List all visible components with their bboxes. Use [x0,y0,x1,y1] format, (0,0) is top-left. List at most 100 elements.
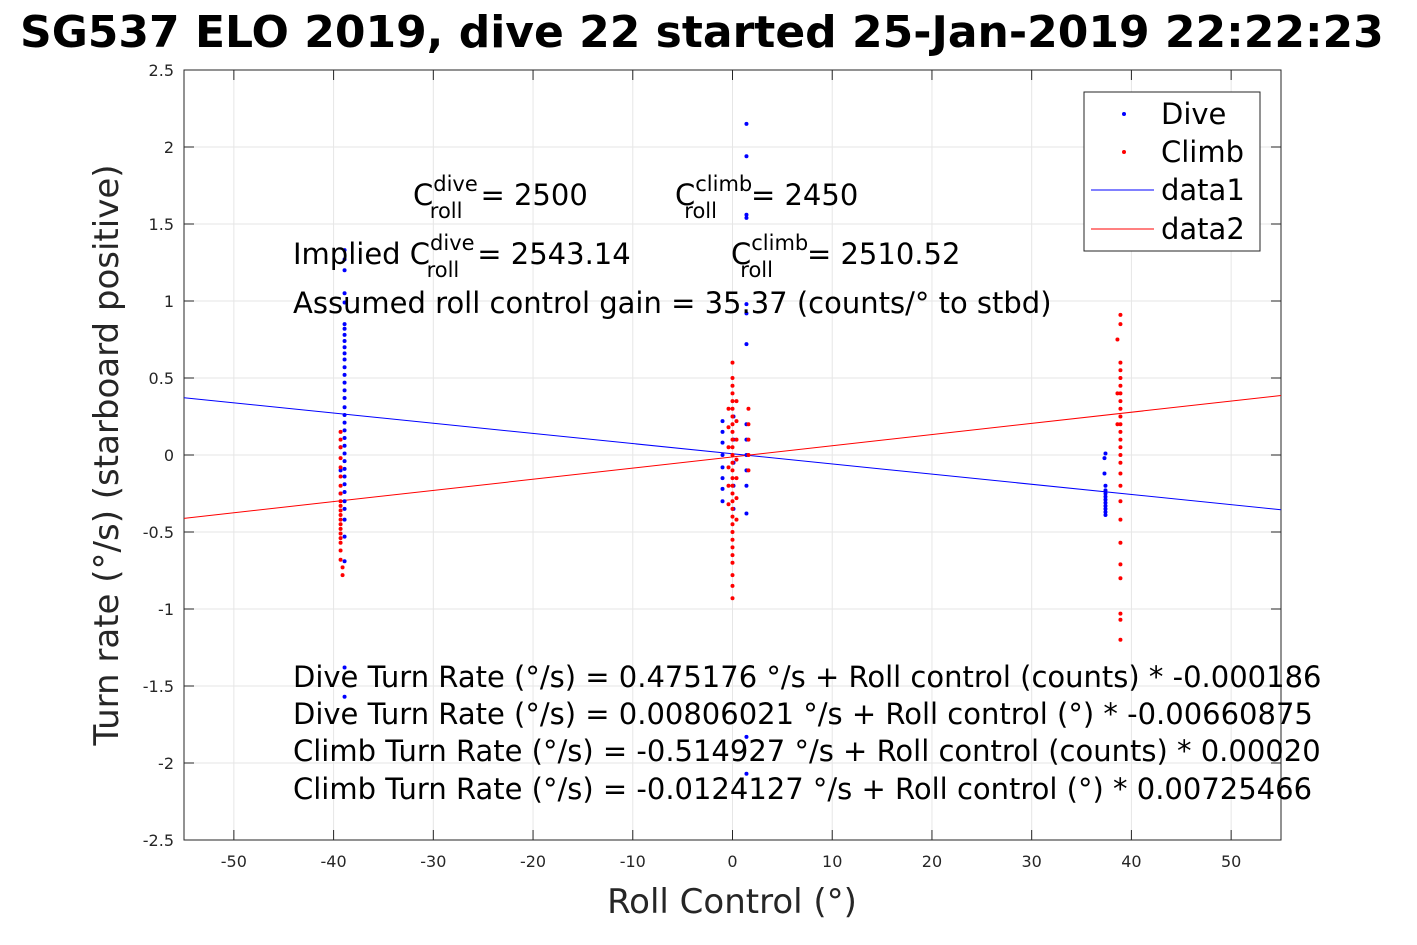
point-dive [342,365,347,370]
point-climb [734,399,739,404]
point-dive [720,476,725,481]
y-tick-label: 1.5 [149,215,174,234]
point-dive [720,453,725,457]
point-climb [338,508,343,513]
point-climb [734,437,739,442]
point-dive [744,302,749,307]
legend-climb-marker [1122,150,1126,154]
point-climb [1118,399,1123,404]
point-climb [730,499,735,504]
point-dive [342,489,347,494]
point-climb [726,483,731,488]
point-climb [338,517,343,522]
point-dive [1102,456,1107,461]
point-climb [1115,337,1120,342]
x-tick-label: -40 [321,852,347,871]
point-climb [1118,368,1123,373]
point-dive [342,339,347,344]
point-climb [730,453,735,457]
point-climb [340,565,345,570]
point-climb [338,531,343,536]
x-tick-label: -10 [620,852,646,871]
point-climb [730,414,735,419]
point-climb [1118,322,1123,327]
legend-data1-label: data1 [1161,173,1245,207]
point-dive [744,215,749,220]
point-climb [1118,471,1123,476]
point-climb [338,429,343,434]
point-dive [744,511,749,516]
point-climb [338,557,343,562]
legend-dive-marker [1122,112,1126,116]
point-climb [1118,562,1123,567]
point-climb [730,445,735,450]
point-dive [744,154,749,159]
point-dive [342,451,347,456]
point-climb [730,376,735,380]
point-dive [342,257,347,262]
point-climb [1118,312,1123,317]
legend-box [1083,91,1261,252]
point-dive [342,459,347,464]
point-dive [342,396,347,401]
point-dive [1103,494,1108,499]
point-climb [730,468,735,473]
fit-equation-3: Climb Turn Rate (°/s) = -0.514927 °/s + … [293,734,1321,768]
point-climb [730,476,735,481]
point-climb [730,483,735,488]
point-climb [338,456,343,461]
point-dive [1103,483,1108,488]
point-dive [720,499,725,504]
point-climb [1118,429,1123,434]
point-climb [338,465,343,470]
point-climb [730,399,735,404]
point-climb [746,468,751,473]
legend-climb-label: Climb [1161,135,1244,169]
point-dive [342,694,347,699]
point-dive [342,412,347,417]
point-climb [730,406,735,411]
point-dive [744,771,749,776]
point-dive [744,734,749,739]
point-dive [342,332,347,337]
point-climb [1118,460,1123,465]
legend: Dive Climb data1 data2 [1083,91,1261,252]
y-tick-label: -2.5 [143,831,174,850]
point-climb [1118,445,1123,450]
point-dive [342,466,347,471]
roll-gain-annotation: Assumed roll control gain = 35.37 (count… [293,286,1052,320]
point-dive [342,291,347,296]
point-dive [1103,503,1108,508]
point-climb [1118,611,1123,616]
data-points [338,121,1123,776]
point-dive [342,405,347,410]
point-climb [1118,360,1123,365]
point-dive [342,420,347,425]
point-climb [1118,576,1123,581]
point-climb [1118,383,1123,388]
point-climb [338,536,343,541]
point-dive [720,465,725,470]
point-climb [730,491,735,496]
point-climb [1118,540,1123,545]
point-dive [342,357,347,362]
y-tick-label: -0.5 [143,523,174,542]
legend-dive-label: Dive [1161,97,1226,131]
point-climb [734,457,739,462]
point-dive [342,372,347,377]
x-axis-ticks: -50 -40 -30 -20 -10 0 10 20 30 40 50 [221,70,1241,871]
point-dive [1103,509,1108,514]
point-climb [726,425,731,430]
y-tick-label: -2 [158,754,174,773]
point-dive [342,436,347,441]
x-tick-label: 30 [1022,852,1042,871]
point-dive [1103,451,1108,456]
point-dive [1103,513,1108,518]
point-dive [342,443,347,448]
fit-equation-2: Dive Turn Rate (°/s) = 0.00806021 °/s + … [293,697,1313,731]
x-tick-label: -30 [420,852,446,871]
point-dive [1103,500,1108,505]
point-dive [342,380,347,385]
point-climb [340,573,345,578]
point-climb [730,514,735,519]
